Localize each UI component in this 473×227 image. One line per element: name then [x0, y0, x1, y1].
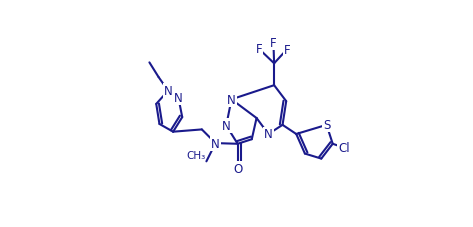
Text: N: N — [227, 93, 236, 106]
Text: F: F — [255, 43, 262, 56]
Text: CH₃: CH₃ — [186, 151, 205, 160]
Text: F: F — [284, 43, 290, 57]
Text: O: O — [233, 162, 242, 175]
Text: S: S — [323, 119, 330, 132]
Text: N: N — [211, 137, 220, 150]
Text: F: F — [270, 37, 277, 50]
Text: N: N — [222, 119, 231, 133]
Text: N: N — [164, 85, 173, 98]
Text: N: N — [174, 91, 183, 105]
Text: Cl: Cl — [338, 141, 350, 155]
Text: N: N — [264, 128, 273, 141]
